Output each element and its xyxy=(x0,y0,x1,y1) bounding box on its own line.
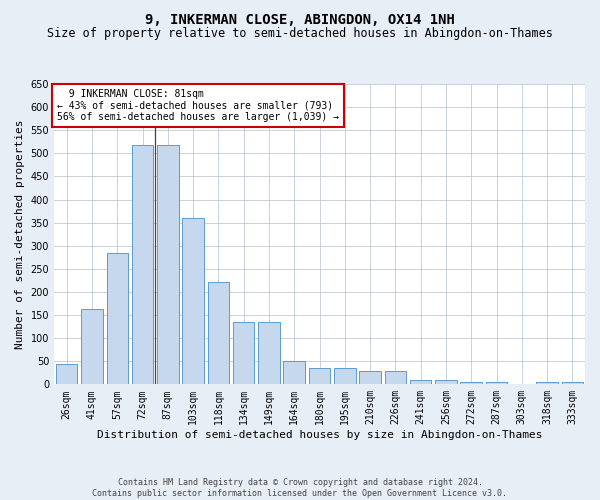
Text: 9 INKERMAN CLOSE: 81sqm
← 43% of semi-detached houses are smaller (793)
56% of s: 9 INKERMAN CLOSE: 81sqm ← 43% of semi-de… xyxy=(56,88,338,122)
Text: Size of property relative to semi-detached houses in Abingdon-on-Thames: Size of property relative to semi-detach… xyxy=(47,28,553,40)
Bar xyxy=(182,218,204,384)
Bar xyxy=(233,322,254,384)
Bar xyxy=(562,382,583,384)
Bar xyxy=(359,372,381,384)
Bar xyxy=(536,382,558,384)
Bar xyxy=(81,310,103,384)
Bar xyxy=(334,368,356,384)
Bar xyxy=(309,368,330,384)
Text: Contains HM Land Registry data © Crown copyright and database right 2024.
Contai: Contains HM Land Registry data © Crown c… xyxy=(92,478,508,498)
Bar xyxy=(385,372,406,384)
Bar xyxy=(283,361,305,384)
Bar xyxy=(157,145,179,384)
Bar xyxy=(107,252,128,384)
Bar xyxy=(435,380,457,384)
Bar xyxy=(132,145,153,384)
Bar xyxy=(486,382,507,384)
Bar xyxy=(258,322,280,384)
Y-axis label: Number of semi-detached properties: Number of semi-detached properties xyxy=(15,120,25,349)
Bar xyxy=(410,380,431,384)
Text: 9, INKERMAN CLOSE, ABINGDON, OX14 1NH: 9, INKERMAN CLOSE, ABINGDON, OX14 1NH xyxy=(145,12,455,26)
Bar xyxy=(56,364,77,384)
Bar xyxy=(208,282,229,384)
Bar xyxy=(460,382,482,384)
X-axis label: Distribution of semi-detached houses by size in Abingdon-on-Thames: Distribution of semi-detached houses by … xyxy=(97,430,542,440)
